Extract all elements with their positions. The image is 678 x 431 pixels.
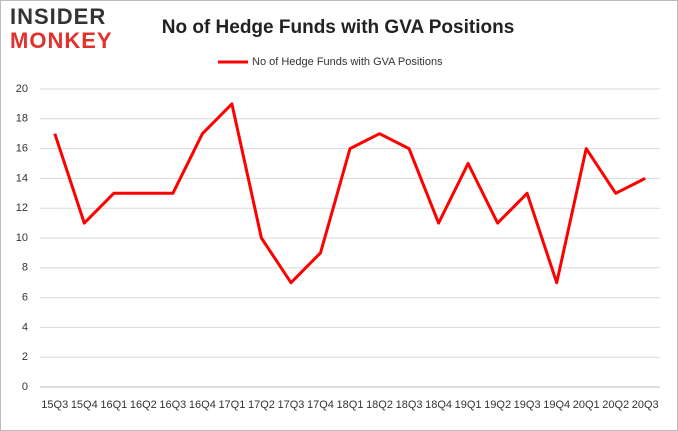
y-tick-label: 12 [16,202,28,214]
x-tick-label: 20Q1 [573,399,600,411]
y-tick-label: 0 [22,381,28,393]
y-tick-label: 18 [16,113,28,125]
x-tick-label: 15Q3 [41,399,68,411]
x-tick-label: 17Q4 [307,399,334,411]
x-tick-label: 15Q4 [71,399,98,411]
x-tick-label: 19Q4 [543,399,570,411]
x-tick-label: 16Q3 [159,399,186,411]
x-tick-label: 16Q2 [130,399,157,411]
y-tick-label: 8 [22,262,28,274]
x-tick-label: 19Q1 [455,399,482,411]
x-tick-label: 18Q2 [366,399,393,411]
y-tick-label: 2 [22,351,28,363]
x-tick-label: 18Q4 [425,399,452,411]
x-tick-label: 19Q2 [484,399,511,411]
x-tick-label: 16Q4 [189,399,216,411]
chart-title: No of Hedge Funds with GVA Positions [162,17,515,38]
y-tick-label: 4 [22,321,28,333]
x-tick-label: 18Q1 [337,399,364,411]
y-tick-label: 10 [16,232,28,244]
y-tick-label: 6 [22,292,28,304]
data-line [53,102,646,285]
legend-label: No of Hedge Funds with GVA Positions [252,56,443,68]
y-tick-label: 14 [16,172,28,184]
y-tick-label: 16 [16,143,28,155]
x-tick-label: 16Q1 [100,399,127,411]
x-tick-label: 20Q3 [632,399,659,411]
logo-line2: MONKEY [10,28,113,53]
logo-line1: INSIDER [10,4,106,29]
x-tick-label: 20Q2 [602,399,629,411]
x-tick-label: 19Q3 [514,399,541,411]
x-tick-label: 17Q3 [277,399,304,411]
x-tick-label: 17Q1 [218,399,245,411]
x-tick-label: 18Q3 [396,399,423,411]
y-tick-label: 20 [16,83,28,95]
x-tick-label: 17Q2 [248,399,275,411]
